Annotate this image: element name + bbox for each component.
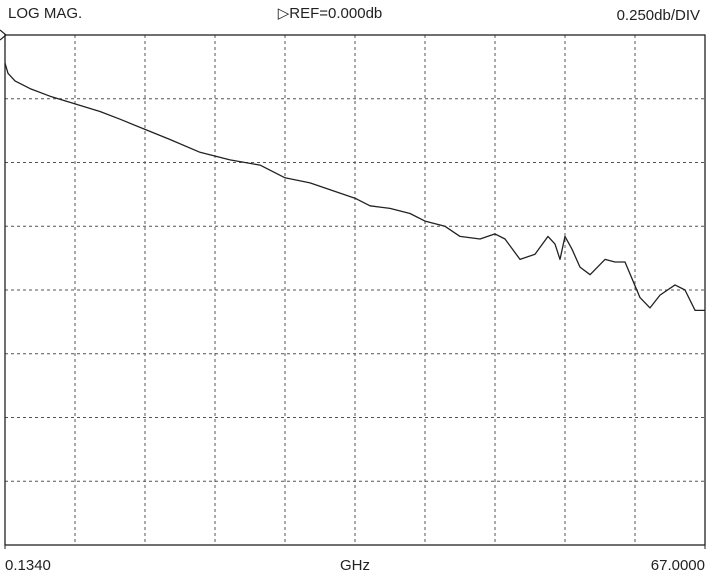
chart-title: LOG MAG. [8,5,82,22]
x-axis-label: GHz [340,557,370,574]
grid [5,35,705,545]
plot-frame [4,34,706,546]
scale-label: 0.250db/DIV [617,7,700,24]
x-tick-label: 0.1340 [5,557,51,574]
trace [4,62,705,312]
reference-level: ▷REF=0.000db [278,5,383,22]
x-tick-label: 67.0000 [651,557,705,574]
